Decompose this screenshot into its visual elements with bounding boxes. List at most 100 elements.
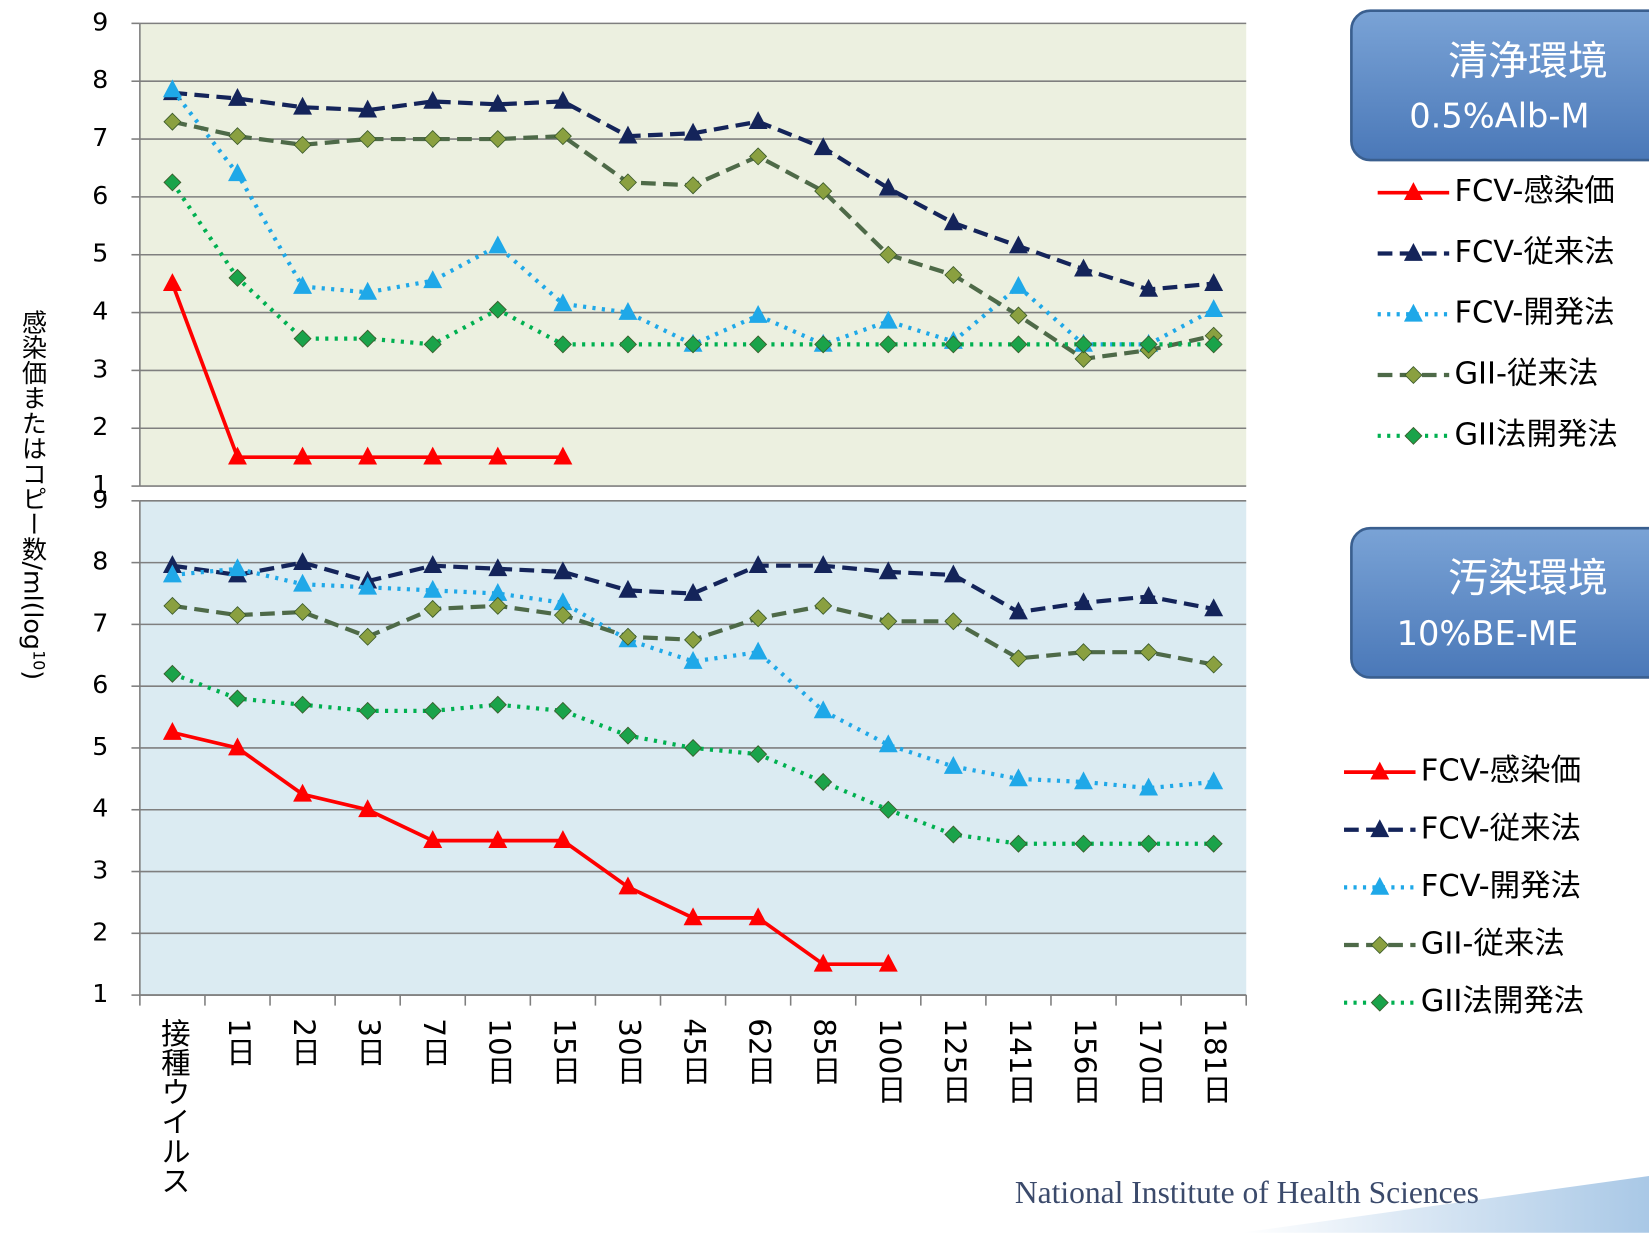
marker [943,564,963,583]
marker [1009,834,1028,853]
marker [358,130,377,149]
legend-label: GII法開発法 [1454,417,1618,452]
y-label-sub: 10 [29,650,48,670]
marker [618,579,638,598]
marker [878,310,898,329]
marker [684,335,703,354]
marker [943,212,963,231]
y-label-part: 感染価またはコピー数/ml(log [19,309,48,650]
marker [814,335,833,354]
marker [748,907,768,926]
marker [423,130,442,149]
marker [293,573,313,592]
y-tick-label: 8 [92,547,108,576]
marker [814,596,833,615]
marker [1404,426,1423,445]
env-box [1350,526,1649,679]
marker [553,701,572,720]
marker [1008,276,1028,294]
marker [553,606,572,625]
marker [1204,299,1224,318]
marker [553,90,573,109]
marker [162,79,182,98]
x-tick-label: 10日 [482,1018,516,1085]
marker [1403,303,1423,322]
y-tick-label: 3 [92,856,108,885]
y-label-part: ) [19,670,48,680]
marker [488,235,508,254]
marker [1139,834,1158,853]
marker [943,755,963,774]
marker [618,125,638,144]
marker [683,907,703,926]
marker [879,800,898,819]
marker [683,650,703,669]
decoration [1240,1175,1649,1233]
series-line [172,560,1215,615]
marker [1139,335,1158,354]
marker [1204,598,1224,617]
marker [683,582,703,601]
marker [228,558,247,577]
marker [1074,349,1093,368]
legend-label: GII法開発法 [1421,984,1585,1019]
marker [1009,335,1028,354]
legend-label: FCV-開発法 [1421,869,1581,904]
marker [423,830,443,848]
marker [228,737,247,756]
x-tick-label: 接種ウイルス [157,1018,191,1195]
marker [878,953,898,972]
marker [879,245,898,264]
marker [358,799,378,818]
y-tick-label: 3 [92,354,108,383]
marker [358,627,377,646]
marker [553,127,572,146]
marker [293,783,313,802]
env-box [1350,9,1649,162]
marker [423,335,442,354]
y-tick-label: 7 [92,608,108,637]
marker [488,582,508,601]
marker [423,701,442,720]
marker [1074,592,1093,611]
marker [618,302,638,320]
marker [553,830,573,848]
marker [944,335,963,354]
marker [1008,768,1028,787]
y-tick-label: 7 [92,123,108,152]
marker [748,555,768,574]
marker [813,555,833,574]
x-tick-label: 30日 [612,1018,646,1085]
series-line [171,730,889,967]
marker [749,335,768,354]
marker [423,579,443,598]
marker [944,612,963,631]
y-tick-label: 1 [92,979,108,1008]
x-tick-label: 45日 [678,1018,712,1085]
y-tick-label: 6 [92,670,108,699]
marker [1074,834,1093,853]
x-tick-label: 85日 [808,1018,842,1085]
x-tick-label: 1日 [222,1018,256,1066]
marker [814,182,833,201]
marker [1204,335,1223,354]
marker [293,552,313,570]
marker [1008,235,1028,254]
marker [293,329,312,348]
marker [488,596,507,615]
marker [684,630,703,649]
marker [748,111,768,130]
marker [749,147,768,166]
marker [1009,649,1028,668]
legend-label: GII-従来法 [1421,927,1565,962]
marker [293,276,313,294]
marker [813,137,833,156]
marker [228,606,247,625]
marker [228,127,247,146]
marker [1139,643,1158,662]
marker [228,689,247,708]
marker [488,130,507,149]
marker [423,599,442,618]
marker [878,561,898,580]
